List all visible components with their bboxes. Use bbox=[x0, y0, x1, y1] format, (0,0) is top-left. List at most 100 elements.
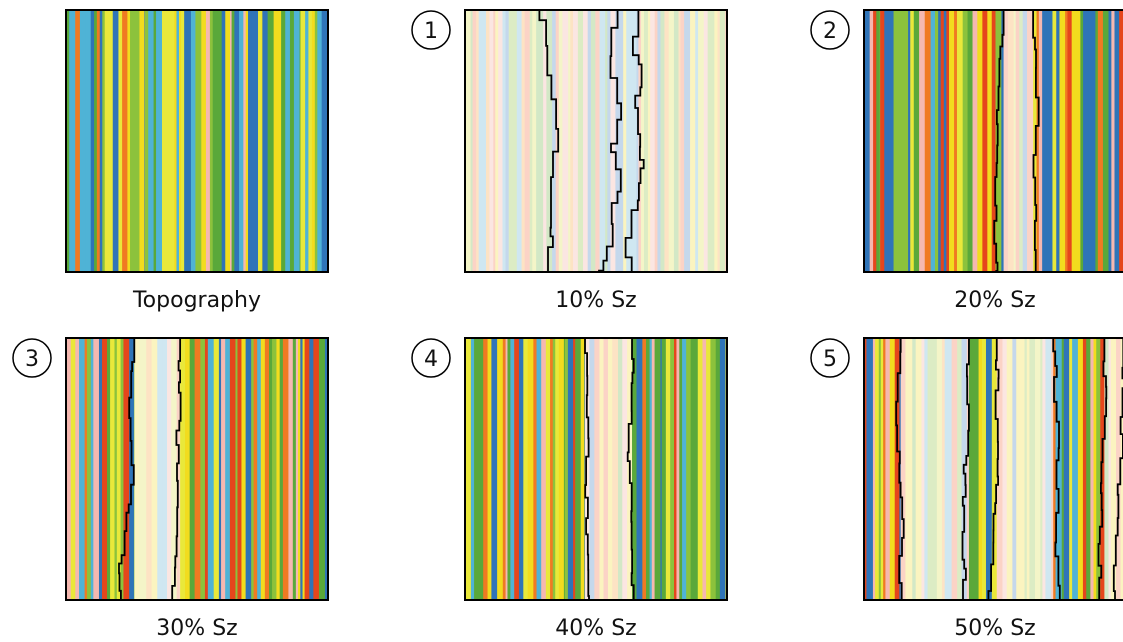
stripe bbox=[117, 338, 121, 600]
stripe bbox=[523, 338, 528, 600]
stripe bbox=[134, 10, 140, 272]
stripe bbox=[1052, 10, 1056, 272]
stripe bbox=[720, 338, 726, 600]
stripe bbox=[646, 338, 650, 600]
stripe bbox=[618, 338, 623, 600]
stripe bbox=[514, 338, 519, 600]
stripe bbox=[1046, 10, 1050, 272]
stripe bbox=[528, 338, 534, 600]
stripe bbox=[272, 338, 277, 600]
stripe bbox=[890, 338, 896, 600]
stripe bbox=[300, 10, 305, 272]
panel-image bbox=[465, 10, 729, 283]
stripe bbox=[925, 10, 931, 272]
stripe bbox=[497, 338, 503, 600]
stripe bbox=[674, 10, 679, 272]
stripe bbox=[519, 338, 524, 600]
stripe bbox=[512, 10, 518, 272]
stripe bbox=[977, 10, 983, 272]
stripe bbox=[1042, 10, 1047, 272]
panel: Topography bbox=[66, 10, 331, 313]
stripe bbox=[1045, 338, 1051, 600]
badge-number: 2 bbox=[823, 19, 837, 44]
stripe bbox=[708, 10, 713, 272]
stripe bbox=[884, 10, 889, 272]
stripe bbox=[118, 10, 122, 272]
stripe bbox=[489, 10, 493, 272]
stripe bbox=[919, 10, 925, 272]
stripe bbox=[869, 338, 873, 600]
stripe bbox=[1098, 10, 1104, 272]
stripe bbox=[680, 10, 684, 272]
stripe bbox=[595, 10, 600, 272]
stripe bbox=[1023, 10, 1028, 272]
stripe bbox=[122, 10, 128, 272]
stripe bbox=[591, 10, 596, 272]
stripe bbox=[473, 10, 477, 272]
stripe bbox=[79, 338, 85, 600]
stripe bbox=[1078, 338, 1084, 600]
stripe bbox=[262, 10, 268, 272]
stripe bbox=[152, 338, 158, 600]
stripe bbox=[894, 10, 898, 272]
stripe bbox=[158, 10, 162, 272]
stripe bbox=[1002, 338, 1007, 600]
stripe bbox=[581, 338, 585, 600]
stripe bbox=[283, 338, 289, 600]
stripe bbox=[201, 10, 206, 272]
stripe bbox=[319, 338, 323, 600]
stripe bbox=[294, 10, 300, 272]
stripe bbox=[195, 338, 201, 600]
stripe bbox=[488, 338, 492, 600]
stripe bbox=[905, 338, 910, 600]
stripe bbox=[146, 338, 152, 600]
stripe bbox=[682, 338, 687, 600]
stripe bbox=[973, 10, 978, 272]
stripe bbox=[217, 10, 222, 272]
stripe bbox=[604, 338, 609, 600]
panel: 10% Sz1 bbox=[412, 10, 729, 313]
stripe bbox=[1103, 10, 1109, 272]
stripe bbox=[285, 10, 290, 272]
stripe bbox=[552, 10, 556, 272]
stripe bbox=[305, 338, 310, 600]
stripe bbox=[660, 10, 665, 272]
stripe bbox=[85, 10, 91, 272]
stripe bbox=[669, 10, 675, 272]
panel-caption: 30% Sz bbox=[156, 616, 237, 641]
stripe bbox=[510, 338, 514, 600]
stripe bbox=[1086, 338, 1091, 600]
stripe bbox=[1029, 338, 1035, 600]
stripe bbox=[1027, 10, 1032, 272]
stripe bbox=[914, 10, 920, 272]
stripe bbox=[257, 338, 261, 600]
stripe bbox=[1004, 10, 1009, 272]
stripe bbox=[1075, 10, 1081, 272]
stripe bbox=[650, 10, 655, 272]
stripe bbox=[165, 10, 169, 272]
stripe bbox=[969, 338, 973, 600]
badge-number: 4 bbox=[424, 347, 438, 372]
stripe bbox=[265, 338, 270, 600]
stripe bbox=[221, 338, 226, 600]
stripe bbox=[290, 10, 295, 272]
stripe bbox=[1114, 10, 1119, 272]
stripe bbox=[517, 10, 522, 272]
stripe bbox=[910, 10, 914, 272]
stripe bbox=[559, 338, 565, 600]
stripe bbox=[698, 10, 704, 272]
stripe bbox=[686, 338, 691, 600]
stripe bbox=[191, 10, 196, 272]
stripe bbox=[982, 10, 988, 272]
stripe bbox=[608, 338, 613, 600]
stripe bbox=[600, 10, 606, 272]
stripe bbox=[258, 10, 262, 272]
stripe bbox=[912, 338, 916, 600]
stripe bbox=[957, 338, 962, 600]
stripe bbox=[148, 10, 154, 272]
stripe bbox=[190, 338, 196, 600]
stripe bbox=[698, 338, 703, 600]
stripe bbox=[691, 338, 696, 600]
stripe bbox=[982, 338, 987, 600]
stripe bbox=[704, 10, 708, 272]
